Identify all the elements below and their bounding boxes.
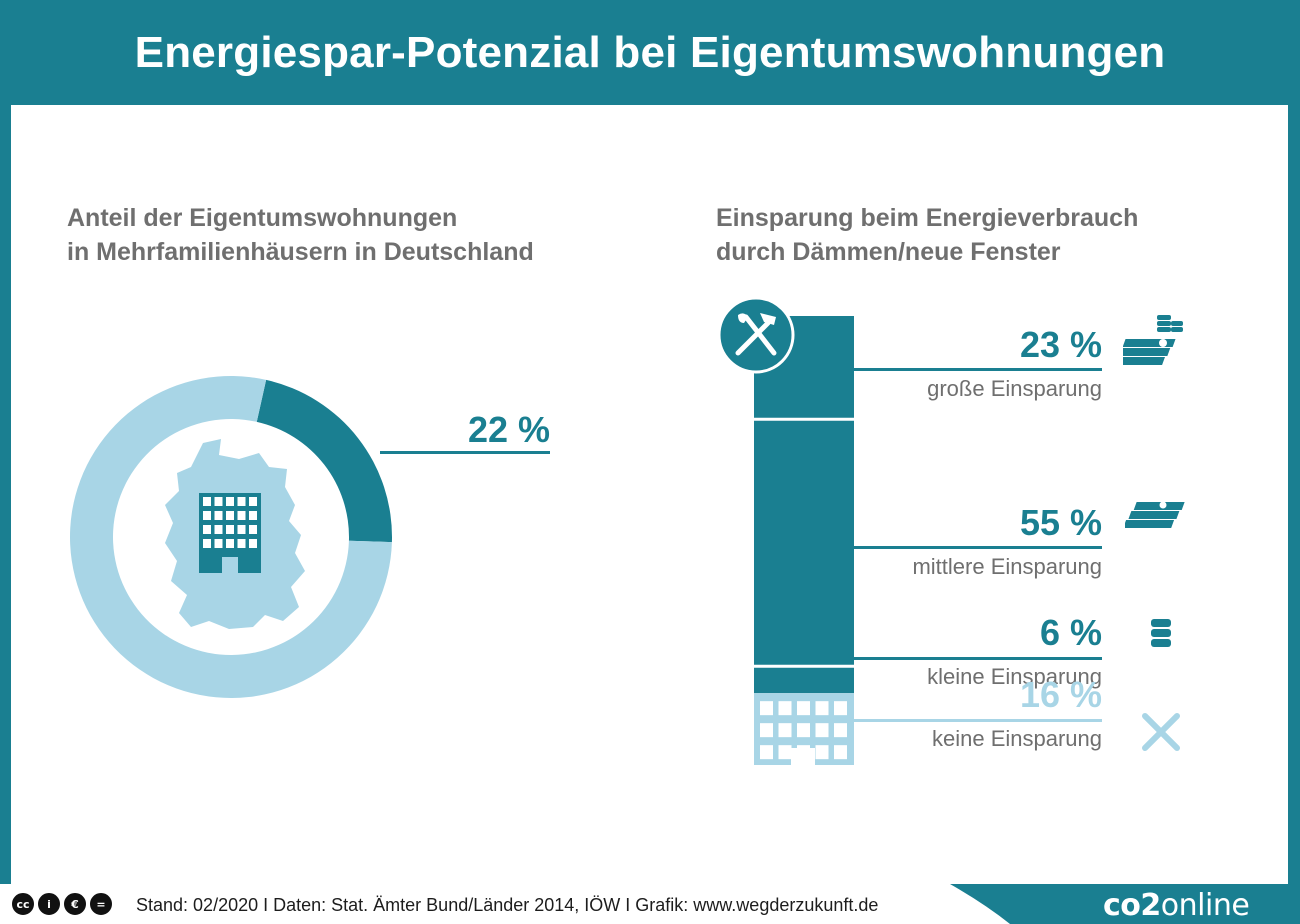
bar-leader-line	[854, 546, 1102, 550]
bar-building-window	[834, 723, 847, 738]
donut-leader-line	[380, 451, 550, 454]
bar-category-label: keine Einsparung	[931, 726, 1102, 752]
bar-building-window	[815, 745, 829, 760]
bar-building-window	[834, 745, 847, 760]
bar-leader-line	[854, 368, 1102, 372]
building-window	[226, 539, 234, 548]
cross-icon	[1141, 712, 1181, 757]
bar-percent-label: 6 %	[1039, 612, 1102, 654]
building-window	[249, 525, 257, 534]
page-title: Energiespar-Potenzial bei Eigentumswohnu…	[134, 27, 1166, 77]
building-window	[249, 539, 257, 548]
bar-leader-line	[854, 656, 1102, 660]
building-window	[214, 511, 223, 520]
building-window	[237, 511, 246, 520]
tools-icon	[717, 296, 795, 374]
footer-band	[0, 884, 1010, 924]
nd-icon: =	[90, 893, 112, 915]
bar-chart-title: Einsparung beim Energieverbrauch durch D…	[716, 204, 1139, 266]
coin-stack-icon	[1149, 617, 1173, 658]
bar-building-door	[791, 748, 815, 765]
building-window	[249, 497, 257, 506]
bar-building-window	[797, 701, 810, 716]
building-window	[237, 539, 246, 548]
license-icons: cc i € =	[12, 893, 112, 915]
by-icon: i	[38, 893, 60, 915]
stacked-bar-chart	[754, 316, 854, 765]
money-stack-icon	[1123, 490, 1187, 541]
building-window	[214, 497, 223, 506]
building-window	[226, 497, 234, 506]
bar-category-label: große Einsparung	[927, 375, 1102, 401]
bar-category-label: mittlere Einsparung	[912, 553, 1102, 579]
brand-bold: co2	[1103, 888, 1161, 923]
bar-category-label: kleine Einsparung	[927, 664, 1102, 690]
bar-leader-line	[854, 718, 1102, 722]
building-window	[203, 539, 211, 548]
money-coins-icon	[1112, 313, 1185, 380]
building-window	[203, 497, 211, 506]
building-window	[226, 511, 234, 520]
footer: cc i € = Stand: 02/2020 I Daten: Stat. Ä…	[0, 884, 1300, 924]
bar-building-window	[778, 723, 792, 738]
bar-percent-label: 16 %	[1019, 674, 1102, 716]
brand-logo: co2online	[1103, 888, 1250, 923]
cc-icon: cc	[12, 893, 34, 915]
donut-percent-label: 22 %	[467, 409, 550, 450]
building-window	[203, 525, 211, 534]
bar-percent-label: 23 %	[1019, 323, 1102, 365]
bar-building-window	[760, 723, 773, 738]
bar-building-window	[815, 723, 829, 738]
nc-icon: €	[64, 893, 86, 915]
content-panel: Anteil der Eigentumswohnungen in Mehrfam…	[11, 105, 1288, 884]
bar-building-window	[834, 701, 847, 716]
building-window	[237, 497, 246, 506]
bar-building-window	[760, 745, 773, 760]
bar-segment-2	[754, 666, 854, 694]
bar-segment-1	[754, 419, 854, 667]
building-window	[226, 525, 234, 534]
building-window	[237, 525, 246, 534]
bar-building-window	[778, 701, 792, 716]
bar-building-window	[797, 723, 810, 738]
bar-building-window	[815, 701, 829, 716]
donut-chart	[69, 376, 392, 698]
building-window	[214, 539, 223, 548]
donut-slice-0	[256, 379, 392, 543]
footer-credits: Stand: 02/2020 I Daten: Stat. Ämter Bund…	[136, 895, 879, 915]
building-window	[214, 525, 223, 534]
header: Energiespar-Potenzial bei Eigentumswohnu…	[0, 0, 1300, 105]
building-window	[249, 511, 257, 520]
bar-building-window	[778, 745, 792, 760]
bar-building-icon	[760, 701, 847, 765]
building-window	[203, 511, 211, 520]
brand-thin: online	[1160, 888, 1250, 923]
donut-chart-title: Anteil der Eigentumswohnungen in Mehrfam…	[67, 204, 534, 266]
bar-building-window	[760, 701, 773, 716]
building-icon	[199, 493, 261, 573]
bar-percent-label: 55 %	[1019, 501, 1102, 543]
